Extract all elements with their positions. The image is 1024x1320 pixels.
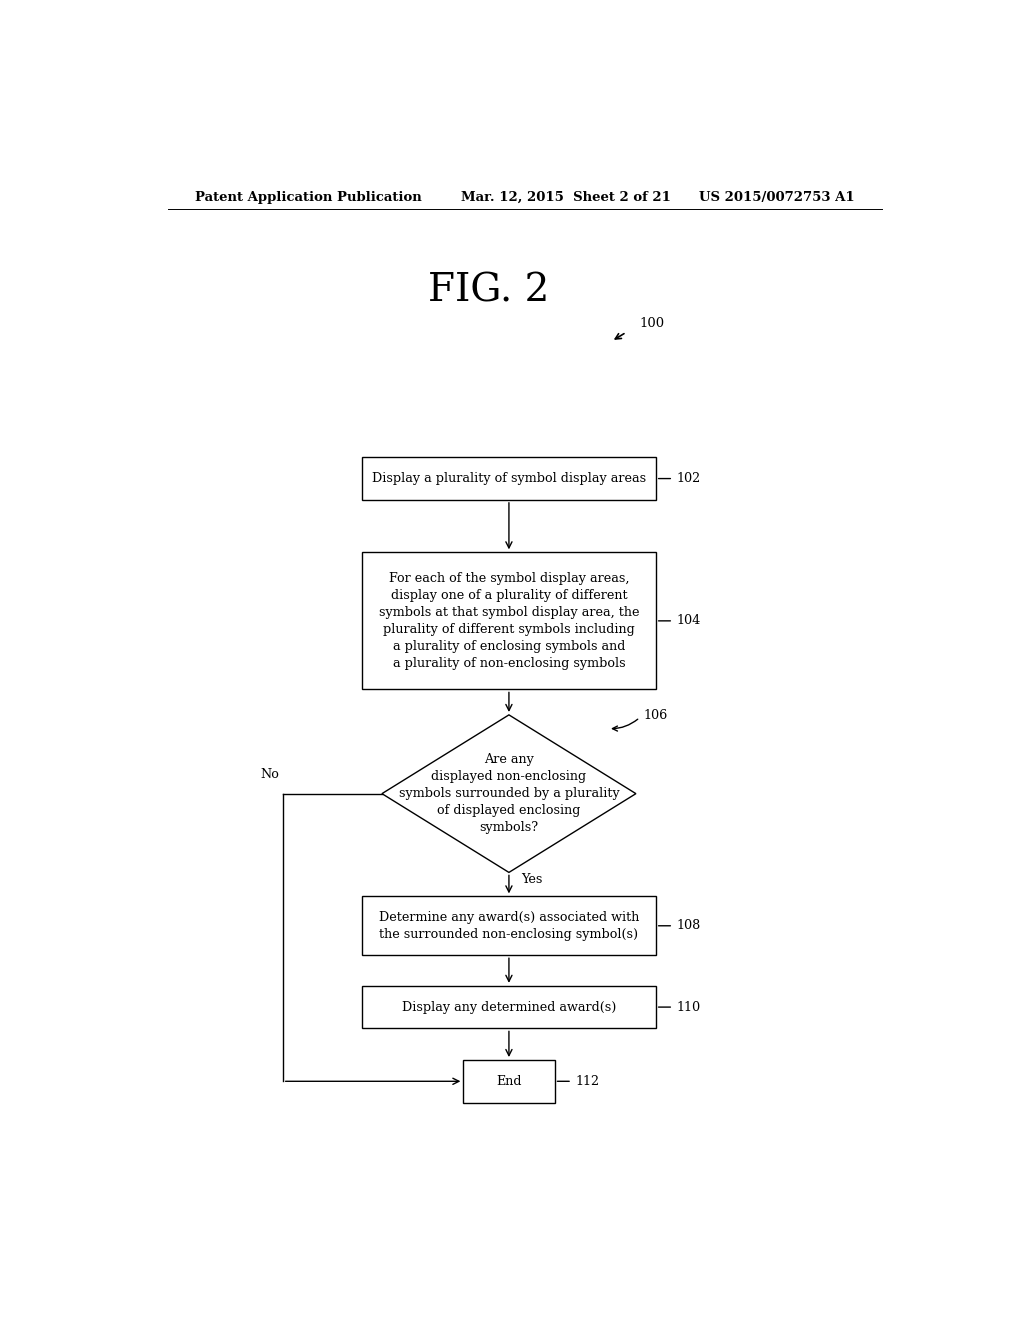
Text: Patent Application Publication: Patent Application Publication [196, 190, 422, 203]
Text: FIG. 2: FIG. 2 [428, 272, 550, 309]
FancyBboxPatch shape [362, 457, 655, 500]
Text: Determine any award(s) associated with
the surrounded non-enclosing symbol(s): Determine any award(s) associated with t… [379, 911, 639, 941]
Text: 106: 106 [644, 709, 668, 722]
Text: 100: 100 [640, 317, 665, 330]
Text: 102: 102 [677, 473, 700, 484]
Text: Display any determined award(s): Display any determined award(s) [401, 1001, 616, 1014]
Text: End: End [497, 1074, 521, 1088]
Text: 104: 104 [677, 614, 700, 627]
Text: For each of the symbol display areas,
display one of a plurality of different
sy: For each of the symbol display areas, di… [379, 572, 639, 669]
FancyBboxPatch shape [463, 1060, 555, 1102]
FancyBboxPatch shape [362, 552, 655, 689]
Text: Are any
displayed non-enclosing
symbols surrounded by a plurality
of displayed e: Are any displayed non-enclosing symbols … [398, 754, 620, 834]
Text: Display a plurality of symbol display areas: Display a plurality of symbol display ar… [372, 473, 646, 484]
FancyBboxPatch shape [362, 896, 655, 956]
Text: 108: 108 [677, 919, 700, 932]
Polygon shape [382, 715, 636, 873]
FancyBboxPatch shape [362, 986, 655, 1028]
Text: Yes: Yes [521, 873, 542, 886]
Text: Mar. 12, 2015  Sheet 2 of 21: Mar. 12, 2015 Sheet 2 of 21 [461, 190, 671, 203]
Text: 112: 112 [575, 1074, 599, 1088]
Text: 110: 110 [677, 1001, 700, 1014]
Text: US 2015/0072753 A1: US 2015/0072753 A1 [699, 190, 855, 203]
Text: No: No [260, 768, 279, 781]
